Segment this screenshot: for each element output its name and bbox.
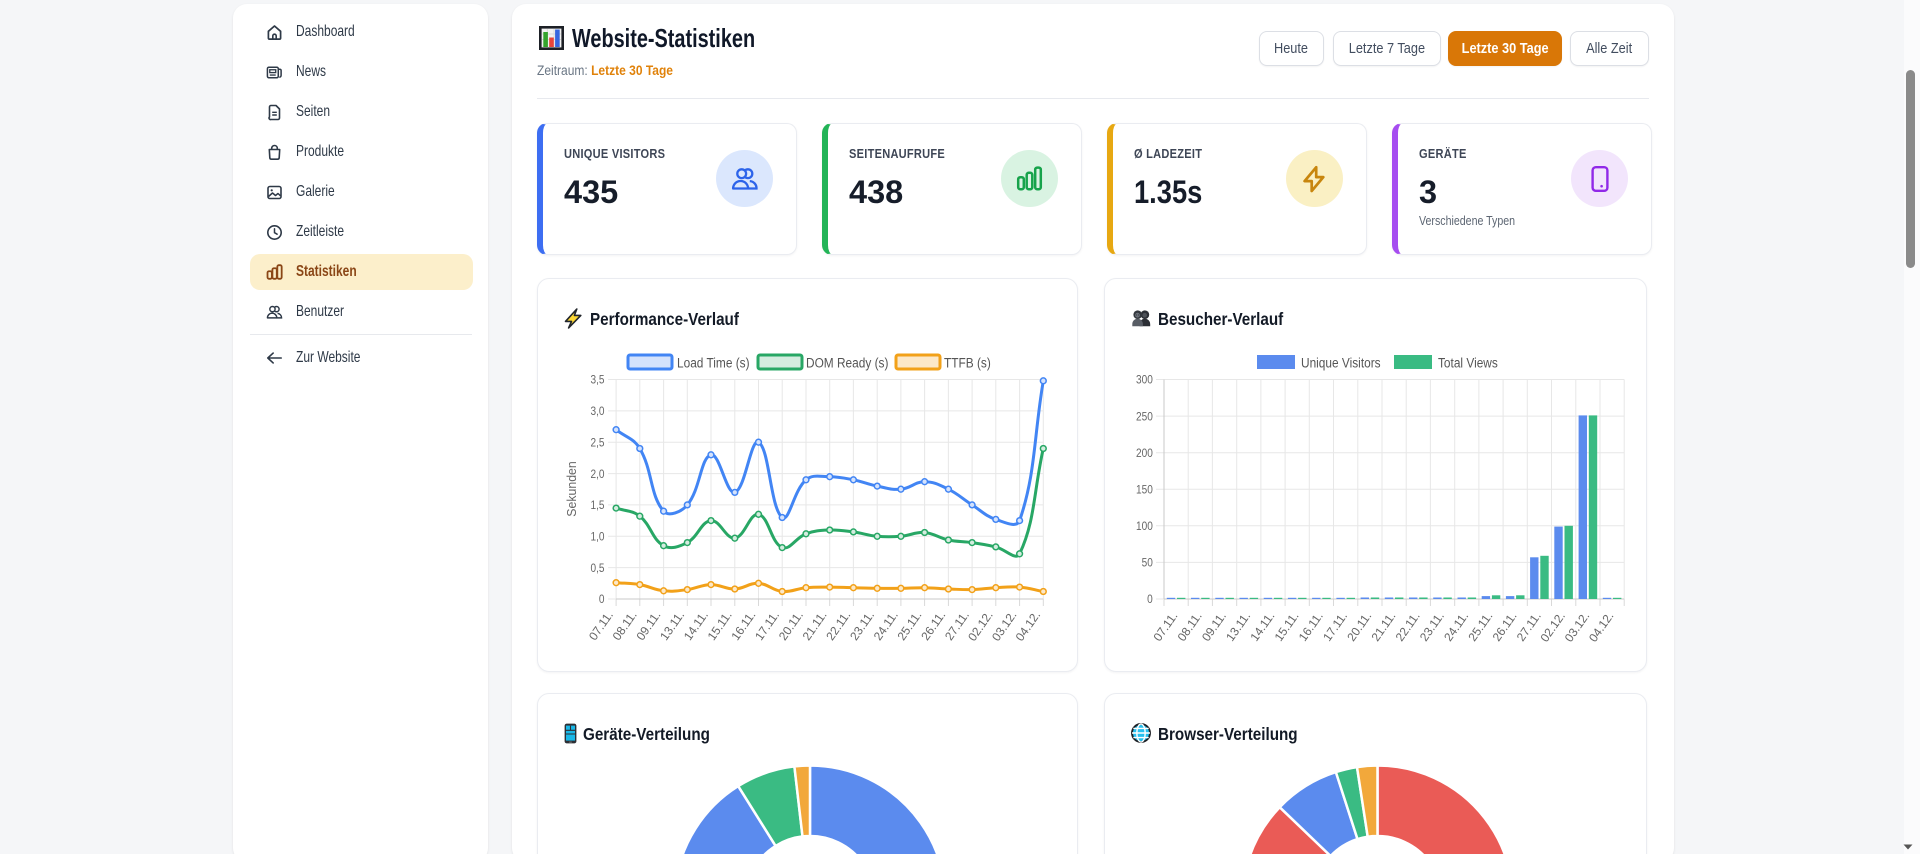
svg-text:Load Time (s): Load Time (s)	[677, 355, 750, 371]
svg-text:13.11.: 13.11.	[657, 608, 687, 643]
svg-text:25.11.: 25.11.	[1465, 609, 1495, 644]
svg-text:300: 300	[1136, 374, 1153, 387]
svg-text:Total Views: Total Views	[1438, 355, 1498, 371]
svg-text:100: 100	[1136, 520, 1153, 533]
svg-text:23.11.: 23.11.	[847, 608, 877, 643]
svg-text:15.11.: 15.11.	[1272, 609, 1302, 644]
svg-text:21.11.: 21.11.	[800, 608, 830, 643]
svg-text:200: 200	[1136, 447, 1153, 460]
svg-text:26.11.: 26.11.	[918, 608, 948, 643]
svg-text:08.11.: 08.11.	[610, 608, 640, 643]
svg-text:TTFB (s): TTFB (s)	[944, 355, 991, 371]
svg-text:Unique Visitors: Unique Visitors	[1301, 355, 1381, 371]
svg-text:14.11.: 14.11.	[1247, 609, 1277, 644]
svg-text:17.11.: 17.11.	[1320, 609, 1350, 644]
svg-text:21.11.: 21.11.	[1368, 609, 1398, 644]
svg-text:3,0: 3,0	[590, 405, 604, 418]
svg-text:04.12.: 04.12.	[1586, 609, 1617, 644]
svg-text:0: 0	[599, 593, 605, 606]
svg-text:17.11.: 17.11.	[752, 608, 782, 643]
svg-text:24.11.: 24.11.	[871, 608, 901, 643]
svg-text:20.11.: 20.11.	[1344, 609, 1374, 644]
svg-text:15.11.: 15.11.	[705, 608, 735, 643]
svg-text:22.11.: 22.11.	[823, 608, 853, 643]
svg-text:07.11.: 07.11.	[1150, 609, 1180, 644]
svg-text:50: 50	[1142, 557, 1153, 570]
svg-text:2,0: 2,0	[590, 468, 604, 481]
svg-text:02.12.: 02.12.	[1537, 609, 1568, 644]
svg-text:DOM Ready (s): DOM Ready (s)	[806, 355, 888, 371]
svg-text:26.11.: 26.11.	[1490, 609, 1520, 644]
svg-text:20.11.: 20.11.	[776, 608, 806, 643]
svg-text:09.11.: 09.11.	[1199, 609, 1229, 644]
svg-text:1,0: 1,0	[590, 531, 604, 544]
svg-text:22.11.: 22.11.	[1393, 609, 1423, 644]
svg-text:250: 250	[1136, 411, 1153, 424]
svg-text:16.11.: 16.11.	[728, 608, 758, 643]
svg-text:150: 150	[1136, 484, 1153, 497]
svg-text:0: 0	[1147, 593, 1153, 606]
svg-text:23.11.: 23.11.	[1417, 609, 1447, 644]
svg-text:24.11.: 24.11.	[1441, 609, 1471, 644]
svg-text:14.11.: 14.11.	[681, 608, 711, 643]
svg-text:0,5: 0,5	[590, 562, 604, 575]
svg-text:09.11.: 09.11.	[633, 608, 663, 643]
svg-text:07.11.: 07.11.	[586, 608, 616, 643]
svg-text:03.12.: 03.12.	[1562, 609, 1593, 644]
svg-text:08.11.: 08.11.	[1175, 609, 1205, 644]
svg-text:16.11.: 16.11.	[1296, 609, 1326, 644]
svg-text:2,5: 2,5	[590, 437, 604, 450]
svg-text:1,5: 1,5	[590, 499, 604, 512]
svg-text:13.11.: 13.11.	[1223, 609, 1253, 644]
svg-text:Sekunden: Sekunden	[565, 461, 579, 517]
svg-text:04.12.: 04.12.	[1013, 608, 1044, 643]
svg-text:3,5: 3,5	[590, 374, 604, 387]
svg-text:25.11.: 25.11.	[894, 608, 924, 643]
